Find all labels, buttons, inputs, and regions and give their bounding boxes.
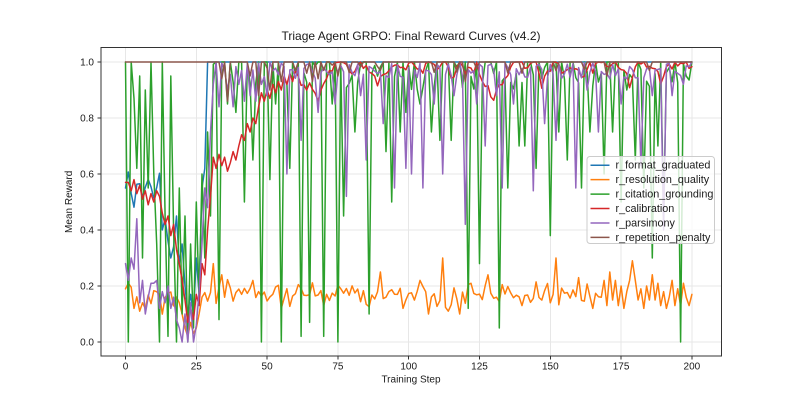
svg-text:25: 25 bbox=[191, 362, 203, 373]
svg-text:0.4: 0.4 bbox=[80, 226, 94, 237]
svg-text:r_calibration: r_calibration bbox=[616, 203, 675, 215]
svg-text:Training Step: Training Step bbox=[381, 375, 441, 386]
svg-text:125: 125 bbox=[471, 362, 488, 373]
svg-text:175: 175 bbox=[613, 362, 630, 373]
svg-text:50: 50 bbox=[262, 362, 274, 373]
svg-text:Triage Agent GRPO: Final Rewar: Triage Agent GRPO: Final Reward Curves (… bbox=[282, 29, 541, 43]
svg-text:0: 0 bbox=[123, 362, 129, 373]
svg-text:Mean Reward: Mean Reward bbox=[64, 171, 75, 233]
svg-text:0.2: 0.2 bbox=[80, 282, 94, 293]
svg-text:r_parsimony: r_parsimony bbox=[616, 218, 676, 230]
svg-text:1.0: 1.0 bbox=[80, 58, 94, 69]
svg-text:r_resolution_quality: r_resolution_quality bbox=[616, 174, 710, 186]
svg-text:0.8: 0.8 bbox=[80, 114, 94, 125]
svg-text:r_format_graduated: r_format_graduated bbox=[616, 160, 711, 172]
svg-text:200: 200 bbox=[684, 362, 701, 373]
svg-text:75: 75 bbox=[332, 362, 344, 373]
svg-text:150: 150 bbox=[542, 362, 559, 373]
svg-text:0.6: 0.6 bbox=[80, 170, 94, 181]
svg-text:0.0: 0.0 bbox=[80, 338, 94, 349]
svg-text:100: 100 bbox=[400, 362, 417, 373]
svg-text:r_citation_grounding: r_citation_grounding bbox=[616, 189, 714, 201]
svg-text:r_repetition_penalty: r_repetition_penalty bbox=[616, 232, 711, 244]
